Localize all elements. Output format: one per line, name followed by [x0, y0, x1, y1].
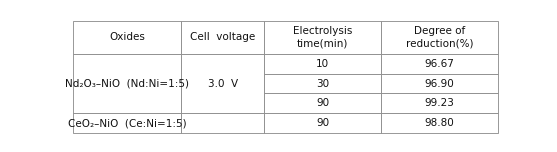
Text: Cell  voltage: Cell voltage	[190, 32, 256, 42]
Bar	[381, 54, 498, 74]
Text: 98.80: 98.80	[424, 118, 455, 128]
Text: 96.67: 96.67	[424, 59, 455, 69]
Bar	[182, 113, 264, 133]
Bar	[264, 21, 381, 54]
Text: 10: 10	[316, 59, 329, 69]
Bar	[264, 54, 381, 74]
Bar	[73, 54, 182, 113]
Text: Electrolysis
time(min): Electrolysis time(min)	[293, 26, 353, 48]
Text: CeO₂–NiO  (Ce:Ni=1:5): CeO₂–NiO (Ce:Ni=1:5)	[68, 118, 187, 128]
Bar	[381, 74, 498, 93]
Text: Oxides: Oxides	[109, 32, 145, 42]
Bar	[381, 93, 498, 113]
Bar	[264, 113, 381, 133]
Text: 90: 90	[316, 118, 329, 128]
Bar	[381, 113, 498, 133]
Text: 3.0  V: 3.0 V	[208, 79, 238, 88]
Text: 96.90: 96.90	[424, 79, 455, 88]
Bar	[182, 21, 264, 54]
Text: Nd₂O₃–NiO  (Nd:Ni=1:5): Nd₂O₃–NiO (Nd:Ni=1:5)	[65, 79, 189, 88]
Bar	[73, 21, 182, 54]
Bar	[182, 54, 264, 113]
Text: 90: 90	[316, 98, 329, 108]
Bar	[381, 21, 498, 54]
Bar	[73, 113, 182, 133]
Bar	[264, 93, 381, 113]
Text: 30: 30	[316, 79, 329, 88]
Bar	[264, 74, 381, 93]
Text: Degree of
reduction(%): Degree of reduction(%)	[405, 26, 473, 48]
Text: 99.23: 99.23	[424, 98, 455, 108]
